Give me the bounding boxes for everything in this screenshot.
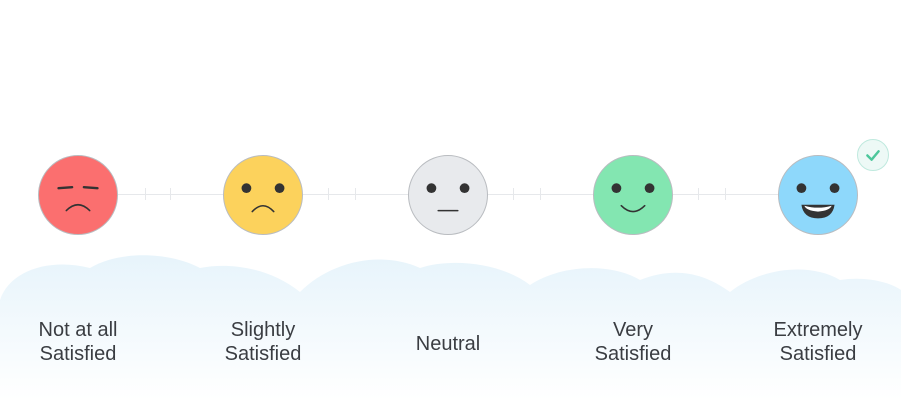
label-line: Satisfied [779, 343, 857, 365]
option-very-satisfied[interactable] [593, 155, 673, 235]
track-tick [170, 188, 171, 200]
track-tick [698, 188, 699, 200]
label-line: Neutral [415, 333, 481, 355]
very-sad-face-icon [57, 186, 99, 212]
track-tick [355, 188, 356, 200]
selected-checkmark-badge [857, 139, 889, 171]
neutral-face-icon [426, 183, 470, 212]
option-slightly-satisfied[interactable] [223, 155, 303, 235]
track-tick [540, 188, 541, 200]
track-tick [725, 188, 726, 200]
label-extremely-satisfied: Extremely Satisfied [743, 318, 893, 366]
label-line: Very [612, 319, 654, 341]
option-neutral[interactable] [408, 155, 488, 235]
label-line: Satisfied [39, 343, 117, 365]
label-line: Not at all [38, 319, 118, 341]
label-line: Extremely [773, 319, 863, 341]
option-extremely-satisfied[interactable] [778, 155, 858, 235]
label-very-satisfied: Very Satisfied [558, 318, 708, 366]
track-tick [145, 188, 146, 200]
smile-face-icon [611, 183, 655, 213]
option-not-at-all-satisfied[interactable] [38, 155, 118, 235]
label-not-at-all-satisfied: Not at all Satisfied [3, 318, 153, 366]
track-tick [513, 188, 514, 200]
label-line: Slightly [230, 319, 296, 341]
label-slightly-satisfied: Slightly Satisfied [188, 318, 338, 366]
label-neutral: Neutral [373, 332, 523, 356]
track-tick [328, 188, 329, 200]
label-line: Satisfied [224, 343, 302, 365]
label-line: Satisfied [594, 343, 672, 365]
checkmark-icon [866, 150, 880, 161]
big-smile-face-icon [796, 183, 840, 219]
sad-face-icon [241, 183, 285, 213]
